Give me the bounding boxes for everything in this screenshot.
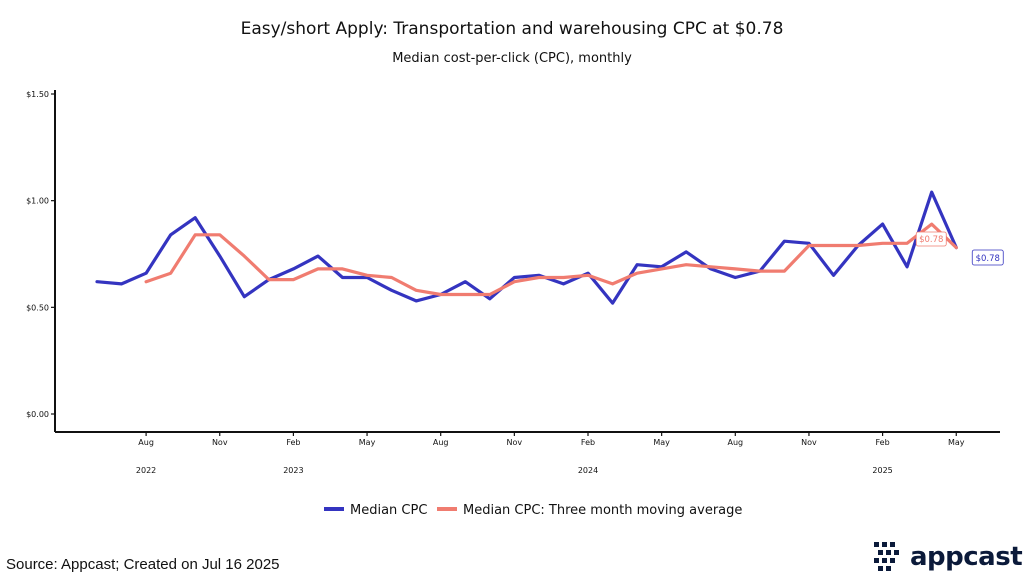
series-0-point-32	[881, 222, 884, 226]
chart-subtitle: Median cost-per-click (CPC), monthly	[392, 51, 632, 66]
x-tick-label-1: Nov	[212, 438, 228, 447]
source-note: Source: Appcast; Created on Jul 16 2025	[6, 556, 280, 573]
series-0-point-4	[194, 216, 197, 219]
series-1-point-29	[807, 244, 811, 247]
series-1-point-6	[243, 254, 246, 258]
series-0-point-10	[341, 276, 344, 279]
series-1-point-8	[292, 278, 295, 281]
series-1-point-18	[537, 276, 541, 279]
year-label-0: 2022	[136, 466, 156, 475]
series-1-point-28	[783, 269, 786, 273]
x-tick-label-2: Feb	[286, 438, 300, 447]
series-0-point-12	[390, 289, 393, 292]
year-label-1: 2023	[283, 466, 303, 475]
x-tick-label-8: Aug	[727, 438, 743, 447]
x-tick-label-11: May	[948, 438, 965, 447]
series-1-point-30	[832, 244, 835, 247]
series-1-point-34	[930, 222, 933, 226]
series-1-point-35	[955, 246, 958, 249]
series-0-point-2	[144, 272, 148, 275]
series-1-point-5	[218, 233, 221, 236]
series-layer	[95, 190, 958, 305]
y-tick-label-3: $1.50	[26, 90, 49, 99]
series-0-point-6	[243, 295, 246, 298]
x-tick-label-3: May	[359, 438, 376, 447]
y-tick-label-0: $0.00	[26, 410, 49, 419]
series-1-point-31	[856, 244, 860, 247]
series-1-point-7	[267, 278, 271, 281]
series-0-point-21	[611, 301, 614, 305]
series-0-point-13	[415, 299, 418, 303]
series-1-point-15	[464, 293, 467, 296]
series-0-point-28	[783, 240, 786, 243]
series-0-point-8	[292, 267, 295, 271]
series-0-point-26	[734, 276, 737, 279]
series-1-point-25	[709, 265, 712, 268]
brand-wordmark: appcast	[910, 542, 1023, 572]
series-1-point-23	[660, 267, 663, 271]
series-1-point-22	[635, 272, 639, 275]
end-labels: $0.78 $0.78	[915, 231, 1004, 266]
series-1-point-3	[169, 272, 172, 275]
series-1-point-27	[758, 269, 762, 273]
series-1-point-13	[415, 289, 418, 292]
y-tick-label-2: $1.00	[26, 197, 49, 206]
y-tick-label-1: $0.50	[26, 303, 49, 312]
series-line-1	[144, 222, 958, 297]
x-tick-label-10: Feb	[876, 438, 890, 447]
x-tick-label-7: May	[653, 438, 670, 447]
series-1-point-33	[905, 242, 909, 245]
end-label-box-moving-average	[915, 231, 947, 247]
series-1-point-21	[611, 282, 614, 286]
series-0-point-22	[635, 263, 639, 266]
series-1-point-12	[390, 276, 393, 279]
series-1-point-2	[144, 280, 148, 283]
series-1-point-19	[562, 276, 565, 279]
x-tick-label-4: Aug	[433, 438, 449, 447]
series-0-point-3	[169, 233, 172, 236]
series-1-point-24	[685, 263, 688, 266]
series-0-point-15	[464, 280, 467, 283]
legend-label-moving-average: Median CPC: Three month moving average	[463, 503, 742, 518]
brand-logo: appcast	[874, 540, 1023, 574]
series-0-point-5	[218, 254, 221, 258]
series-0-point-24	[685, 250, 688, 254]
series-1-point-16	[488, 293, 491, 296]
series-0-point-0	[95, 280, 99, 283]
series-1-point-14	[439, 293, 442, 296]
year-label-2: 2024	[578, 466, 598, 475]
end-label-box-median-cpc	[971, 249, 1004, 266]
series-1-point-26	[734, 267, 737, 271]
series-0-point-16	[488, 297, 491, 300]
axes: $0.00 $0.50 $1.00 $1.50 Aug Nov Feb May Aug Nov Fe…	[26, 90, 1000, 475]
series-0-point-33	[905, 265, 909, 268]
series-1-point-9	[316, 267, 320, 271]
series-1-point-32	[881, 242, 884, 245]
series-1-point-17	[513, 280, 516, 283]
legend: Median CPC Median CPC: Three month movin…	[324, 503, 742, 518]
series-1-point-10	[341, 267, 344, 271]
appcast-logo-icon	[874, 542, 899, 571]
series-1-point-11	[365, 274, 369, 277]
x-tick-label-5: Nov	[507, 438, 523, 447]
end-label-moving-average: $0.78	[919, 235, 943, 245]
series-line-0	[95, 190, 958, 305]
series-0-point-17	[513, 276, 516, 279]
x-tick-label-6: Feb	[581, 438, 595, 447]
series-1-point-20	[586, 274, 590, 277]
series-0-point-1	[120, 282, 123, 286]
series-0-point-19	[562, 282, 565, 286]
series-0-point-30	[832, 274, 835, 277]
x-tick-label-0: Aug	[138, 438, 154, 447]
series-0-point-18	[537, 274, 541, 277]
legend-label-median-cpc: Median CPC	[350, 503, 427, 518]
end-label-median-cpc: $0.78	[976, 254, 1000, 264]
series-0-point-34	[930, 190, 933, 194]
chart-title: Easy/short Apply: Transportation and war…	[241, 19, 784, 39]
series-1-point-4	[194, 233, 197, 236]
x-tick-label-9: Nov	[801, 438, 817, 447]
year-label-3: 2025	[872, 466, 892, 475]
series-0-point-9	[316, 254, 320, 258]
